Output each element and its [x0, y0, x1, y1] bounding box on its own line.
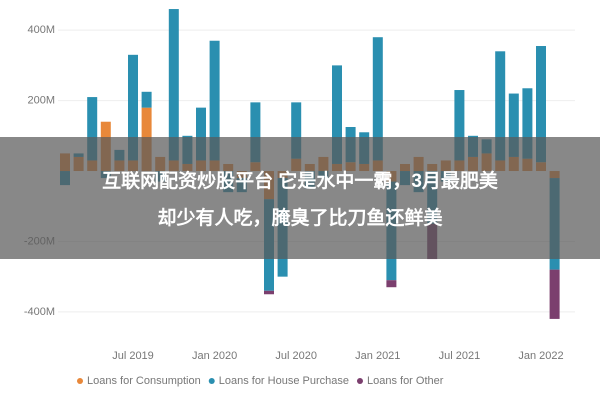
bar	[141, 91, 152, 108]
x-tick-label: Jan 2020	[192, 350, 237, 362]
x-tick-label: Jul 2021	[439, 350, 481, 362]
bar	[549, 269, 560, 319]
bar	[495, 51, 506, 161]
bar	[264, 290, 274, 295]
x-tick-label: Jan 2021	[355, 350, 400, 362]
banner-line: 却少有人吃，腌臭了比刀鱼还鲜美	[157, 206, 443, 229]
legend-label: Loans for Consumption	[87, 375, 201, 387]
banner-line: 互联网配资炒股平台 它是水中一霸，3月最肥美	[102, 169, 499, 192]
bar	[386, 280, 397, 288]
bar	[522, 88, 533, 159]
bar	[536, 46, 546, 163]
legend-marker	[208, 378, 215, 384]
bar	[250, 102, 261, 163]
legend-marker	[77, 378, 83, 384]
legend-marker	[356, 378, 363, 384]
y-tick-label: 200M	[27, 95, 55, 107]
bar	[291, 102, 302, 159]
bar	[209, 40, 220, 161]
x-tick-label: Jul 2020	[275, 350, 317, 362]
legend-label: Loans for Other	[367, 375, 444, 387]
banner-overlay	[0, 137, 600, 259]
bar	[332, 65, 342, 164]
bar	[372, 37, 383, 161]
legend-label: Loans for House Purchase	[219, 375, 349, 387]
bar	[454, 90, 465, 161]
bar	[508, 93, 519, 157]
y-tick-label: -400M	[24, 306, 55, 318]
bar	[196, 107, 206, 161]
bar	[168, 9, 179, 161]
bar	[87, 97, 98, 161]
x-tick-label: Jul 2019	[112, 350, 154, 362]
x-tick-label: Jan 2022	[518, 350, 563, 362]
bar	[128, 54, 138, 161]
y-tick-label: 400M	[27, 24, 55, 36]
